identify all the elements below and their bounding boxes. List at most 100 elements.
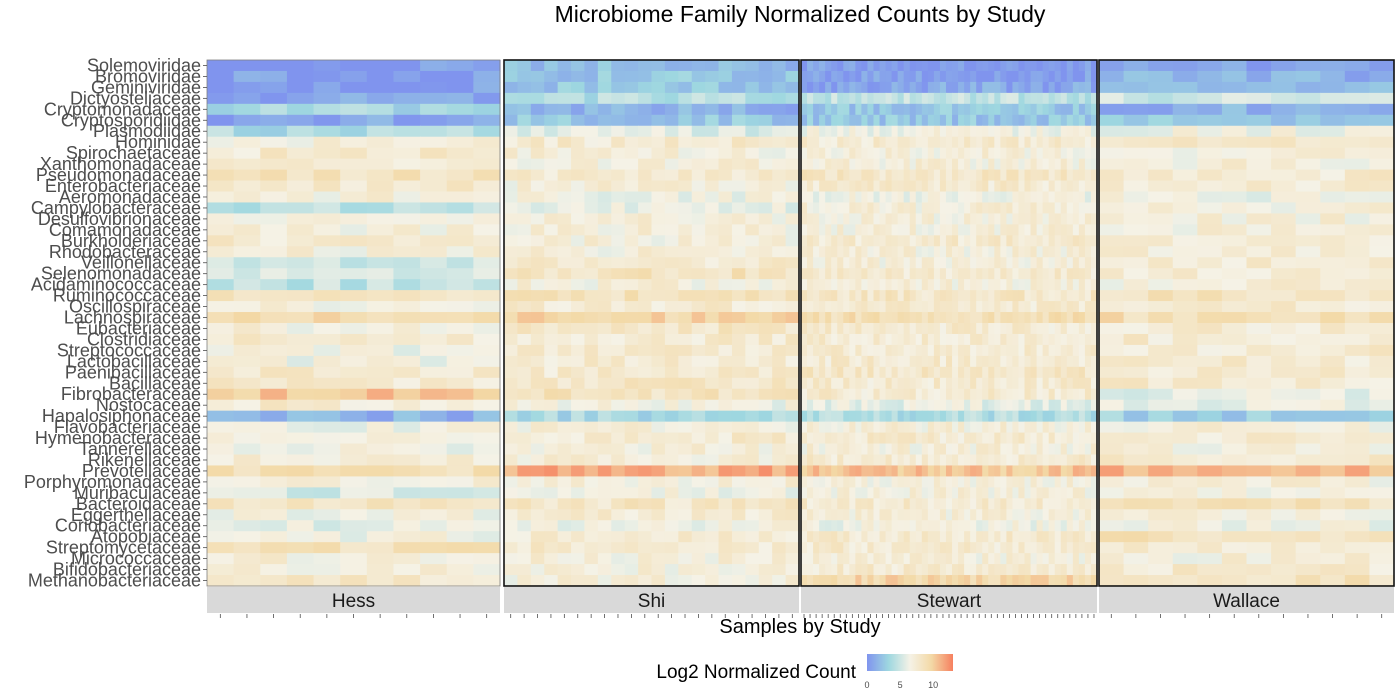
heatmap-cell bbox=[976, 92, 983, 105]
heatmap-cell bbox=[366, 465, 395, 478]
heatmap-cell bbox=[873, 454, 881, 467]
heatmap-cell bbox=[571, 344, 586, 357]
heatmap-cell bbox=[624, 498, 639, 510]
heatmap-cell bbox=[745, 520, 760, 532]
heatmap-cell bbox=[970, 92, 977, 105]
heatmap-cell bbox=[801, 421, 808, 434]
heatmap-cell bbox=[1072, 246, 1080, 258]
heatmap-cell bbox=[1078, 454, 1086, 467]
heatmap-cell bbox=[557, 60, 572, 72]
heatmap-cell bbox=[807, 542, 814, 554]
heatmap-cell bbox=[1078, 476, 1086, 488]
heatmap-cell bbox=[393, 312, 421, 324]
heatmap-cell bbox=[664, 279, 679, 291]
heatmap-cell bbox=[1072, 257, 1080, 269]
heatmap-cell bbox=[988, 312, 995, 324]
heatmap-cell bbox=[867, 213, 875, 225]
heatmap-cell bbox=[958, 410, 965, 423]
heatmap-cell bbox=[718, 257, 733, 269]
heatmap-cell bbox=[366, 487, 395, 499]
heatmap-cell bbox=[772, 92, 787, 105]
heatmap-cell bbox=[544, 355, 559, 368]
heatmap-cell bbox=[903, 257, 911, 269]
heatmap-cell bbox=[260, 553, 288, 565]
heatmap-cell bbox=[1060, 246, 1068, 258]
heatmap-cell bbox=[873, 279, 881, 291]
heatmap-cell bbox=[705, 224, 720, 236]
heatmap-cell bbox=[813, 333, 820, 346]
heatmap-cell bbox=[1320, 70, 1346, 83]
heatmap-cell bbox=[861, 60, 869, 72]
heatmap-cell bbox=[638, 213, 653, 225]
heatmap-cell bbox=[807, 333, 814, 346]
heatmap-cell bbox=[366, 323, 395, 335]
heatmap-cell bbox=[1000, 333, 1007, 346]
heatmap-cell bbox=[867, 70, 875, 83]
heatmap-cell bbox=[597, 103, 612, 116]
heatmap-cell bbox=[927, 520, 935, 532]
heatmap-cell bbox=[952, 257, 959, 269]
heatmap-cell bbox=[873, 487, 881, 499]
heatmap-cell bbox=[233, 421, 261, 434]
heatmap-cell bbox=[1054, 531, 1062, 543]
heatmap-cell bbox=[530, 70, 545, 83]
heatmap-cell bbox=[897, 421, 905, 434]
heatmap-cell bbox=[207, 301, 235, 313]
heatmap-cell bbox=[837, 92, 844, 105]
heatmap-cell bbox=[1018, 509, 1026, 521]
heatmap-cell bbox=[891, 366, 899, 379]
heatmap-cell bbox=[879, 476, 887, 488]
heatmap-cell bbox=[651, 92, 666, 105]
heatmap-cell bbox=[964, 465, 971, 478]
heatmap-cell bbox=[1148, 399, 1174, 412]
heatmap-cell bbox=[1072, 290, 1080, 302]
heatmap-cell bbox=[1123, 553, 1149, 565]
heatmap-cell bbox=[286, 476, 315, 488]
heatmap-cell bbox=[982, 344, 989, 357]
heatmap-cell bbox=[1090, 103, 1098, 116]
heatmap-cell bbox=[1090, 312, 1098, 324]
heatmap-cell bbox=[758, 202, 773, 215]
heatmap-cell bbox=[691, 70, 706, 83]
heatmap-cell bbox=[557, 301, 572, 313]
heatmap-cell bbox=[873, 575, 881, 587]
heatmap-cell bbox=[837, 125, 844, 138]
heatmap-cell bbox=[420, 235, 448, 247]
heatmap-cell bbox=[927, 509, 935, 521]
heatmap-cell bbox=[867, 268, 875, 280]
heatmap-cell bbox=[678, 268, 693, 280]
heatmap-cell bbox=[286, 235, 315, 247]
heatmap-cell bbox=[1006, 487, 1014, 499]
heatmap-cell bbox=[772, 454, 787, 467]
heatmap-cell bbox=[945, 268, 953, 280]
heatmap-cell bbox=[758, 553, 773, 565]
heatmap-cell bbox=[1054, 103, 1062, 116]
heatmap-cell bbox=[530, 454, 545, 467]
heatmap-cell bbox=[731, 388, 746, 401]
heatmap-cell bbox=[939, 312, 947, 324]
heatmap-cell bbox=[393, 333, 421, 346]
heatmap-cell bbox=[1320, 432, 1346, 445]
heatmap-cell bbox=[691, 443, 706, 456]
heatmap-cell bbox=[571, 410, 586, 423]
heatmap-cell bbox=[861, 355, 869, 368]
heatmap-cell bbox=[885, 323, 893, 335]
heatmap-cell bbox=[207, 355, 235, 368]
heatmap-cell bbox=[544, 476, 559, 488]
heatmap-cell bbox=[849, 377, 856, 390]
heatmap-cell bbox=[843, 301, 850, 313]
heatmap-cell bbox=[745, 268, 760, 280]
heatmap-cell bbox=[611, 531, 626, 543]
heatmap-cell bbox=[1066, 301, 1074, 313]
heatmap-cell bbox=[1042, 60, 1050, 72]
heatmap-cell bbox=[1036, 70, 1044, 83]
heatmap-cell bbox=[861, 509, 869, 521]
heatmap-cell bbox=[1221, 553, 1248, 565]
heatmap-cell bbox=[745, 147, 760, 160]
heatmap-cell bbox=[1197, 213, 1223, 225]
heatmap-cell bbox=[1012, 432, 1020, 445]
heatmap-cell bbox=[958, 224, 965, 236]
heatmap-cell bbox=[473, 257, 501, 269]
heatmap-cell bbox=[1123, 169, 1149, 182]
heatmap-cell bbox=[1221, 290, 1248, 302]
